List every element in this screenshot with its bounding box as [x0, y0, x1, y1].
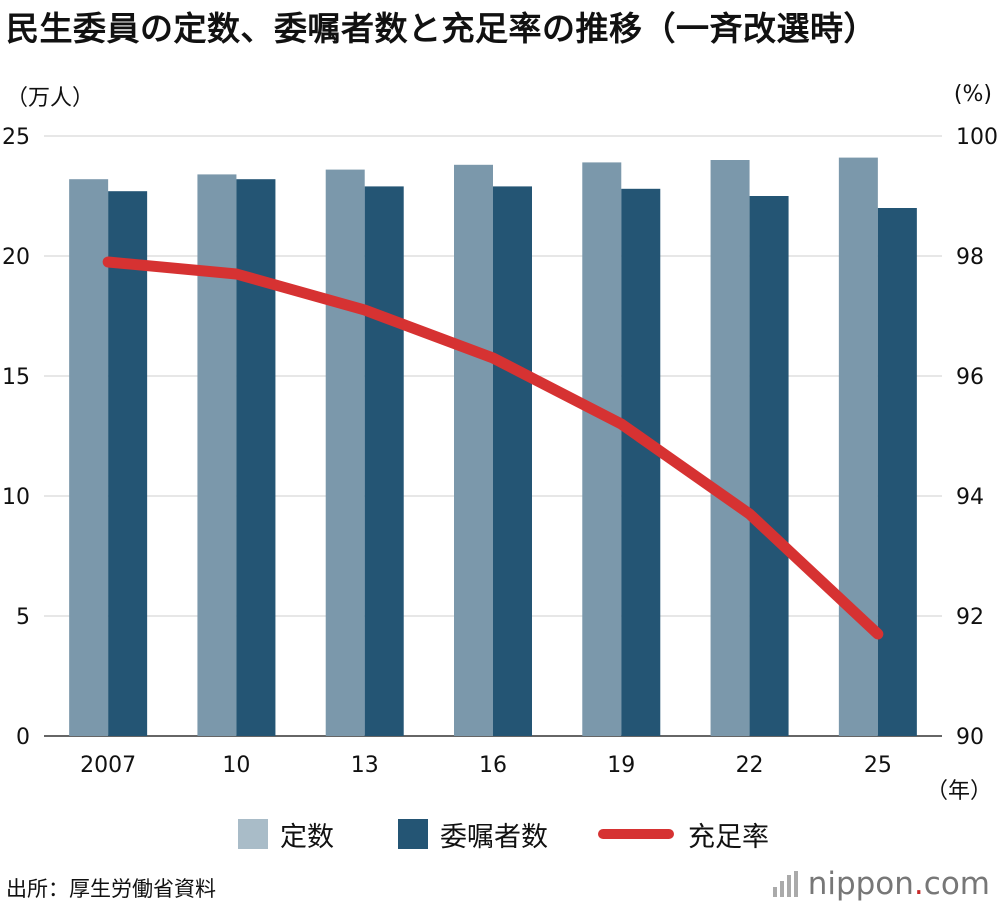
legend-swatch [398, 819, 428, 849]
left-tick-label: 25 [2, 125, 30, 150]
brand-logo: nippon. com [772, 866, 990, 902]
right-tick-label: 96 [956, 365, 984, 390]
x-tick-label: 13 [351, 753, 379, 778]
legend-item-juusokuritsu: 充足率 [598, 812, 769, 856]
right-axis-unit: (%) [953, 82, 992, 107]
bar-teisuu [69, 179, 109, 736]
x-tick-label: 22 [736, 753, 764, 778]
left-tick-label: 5 [16, 605, 30, 630]
source-note: 出所：厚生労働省資料 [6, 877, 216, 901]
x-tick-label: 2007 [80, 753, 136, 778]
bar-teisuu [838, 157, 878, 737]
bar-ishokusha [877, 208, 917, 736]
bar-ishokusha [493, 186, 532, 736]
bar-teisuu [710, 160, 750, 736]
bar-teisuu [454, 164, 493, 737]
bar-ishokusha [108, 191, 148, 736]
right-tick-label: 92 [956, 605, 984, 630]
legend-swatch [238, 819, 268, 849]
legend-line-swatch [598, 829, 674, 839]
brand-tld: com [923, 866, 990, 902]
brand-name: nippon [807, 866, 914, 902]
bar-teisuu [325, 169, 365, 737]
x-tick-label: 10 [222, 753, 250, 778]
line-series [102, 256, 884, 640]
legend-label: 定数 [280, 821, 334, 853]
brand-mark-icon [772, 871, 798, 897]
x-axis-unit: （年） [926, 779, 992, 804]
left-tick-label: 0 [16, 725, 30, 750]
legend-item-ishokusha: 委嘱者数 [398, 812, 548, 856]
right-tick-label: 100 [956, 125, 998, 150]
left-axis-ticks: 0 5 10 15 20 25 [2, 125, 30, 750]
left-tick-label: 10 [2, 485, 30, 510]
bar-ishokusha [621, 188, 661, 737]
x-tick-label: 25 [864, 753, 892, 778]
right-tick-label: 98 [956, 245, 984, 270]
brand-dot: . [913, 866, 924, 902]
bar-ishokusha [749, 196, 789, 736]
bar-series [69, 157, 917, 737]
legend-label: 充足率 [688, 821, 769, 853]
bar-ishokusha [236, 179, 276, 736]
bar-ishokusha [364, 186, 404, 736]
bar-teisuu [582, 162, 622, 736]
chart-title: 民生委員の定数、委嘱者数と充足率の推移（一斉改選時） [6, 9, 877, 48]
left-axis-unit: （万人） [6, 86, 95, 111]
legend-label: 委嘱者数 [440, 821, 548, 853]
legend: 定数 委嘱者数 充足率 [0, 812, 1000, 856]
legend-item-teisuu: 定数 [238, 812, 334, 856]
x-axis-ticks: 2007 10 13 16 19 22 25 [80, 753, 892, 778]
right-tick-label: 90 [956, 725, 984, 750]
right-axis-ticks: 90 92 94 96 98 100 [956, 125, 998, 750]
left-tick-label: 20 [2, 245, 30, 270]
bar-teisuu [197, 174, 237, 736]
left-tick-label: 15 [2, 365, 30, 390]
x-tick-label: 16 [479, 753, 507, 778]
x-tick-label: 19 [607, 753, 635, 778]
right-tick-label: 94 [956, 485, 984, 510]
